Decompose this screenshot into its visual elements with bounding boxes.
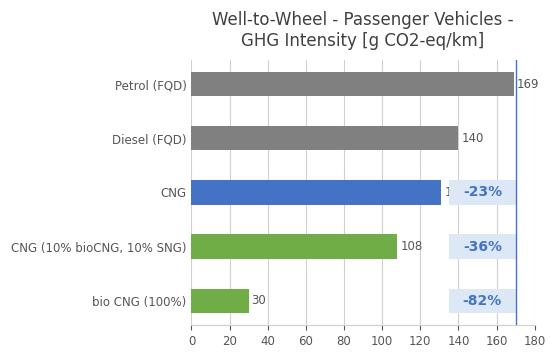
Text: -82%: -82% xyxy=(463,294,502,308)
Text: -23%: -23% xyxy=(463,186,502,200)
Bar xyxy=(192,180,441,205)
FancyBboxPatch shape xyxy=(449,234,516,259)
Text: 131: 131 xyxy=(444,186,467,199)
Bar xyxy=(192,72,514,96)
Bar xyxy=(192,126,458,150)
Bar xyxy=(192,234,398,259)
FancyBboxPatch shape xyxy=(449,180,516,205)
FancyBboxPatch shape xyxy=(449,289,516,313)
Text: 30: 30 xyxy=(252,294,266,307)
Text: 140: 140 xyxy=(461,132,483,145)
Text: 169: 169 xyxy=(517,78,539,90)
Text: 108: 108 xyxy=(400,240,423,253)
Title: Well-to-Wheel - Passenger Vehicles -
GHG Intensity [g CO2-eq/km]: Well-to-Wheel - Passenger Vehicles - GHG… xyxy=(212,11,514,50)
Bar xyxy=(192,289,248,313)
Text: -36%: -36% xyxy=(463,240,502,254)
